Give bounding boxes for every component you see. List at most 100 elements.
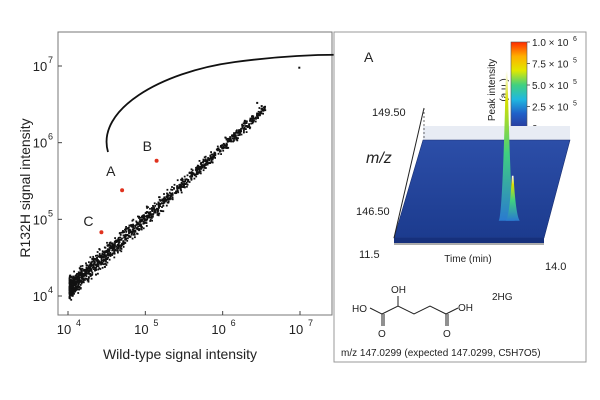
scatter-point: [141, 215, 143, 218]
scatter-point: [95, 266, 97, 269]
scatter-point: [82, 275, 85, 278]
scatter-point: [170, 193, 173, 196]
scatter-point: [190, 171, 193, 174]
scatter-point: [163, 196, 166, 199]
scatter-point: [186, 185, 188, 188]
scatter-point: [102, 256, 105, 259]
scatter-point: [156, 209, 159, 212]
scatter-point: [71, 288, 74, 291]
scatter-point: [101, 255, 104, 258]
scatter-point: [117, 238, 120, 241]
scatter-point: [87, 277, 90, 279]
scatter-point: [166, 188, 169, 191]
scatter-point: [256, 114, 258, 117]
scatter-point: [109, 255, 112, 257]
scatter-point: [99, 268, 102, 270]
scatter-point: [198, 169, 201, 172]
scatter-point: [209, 154, 212, 157]
scatter-point: [75, 288, 78, 291]
scatter-point: [298, 66, 301, 69]
scatter-point: [203, 167, 206, 169]
scatter-point: [204, 160, 207, 163]
scatter-point: [92, 257, 95, 260]
scatter-point: [77, 271, 80, 274]
scatter-point: [226, 147, 229, 149]
scatter-point: [163, 197, 166, 200]
mz-axis-line: [393, 107, 425, 239]
scatter-point: [119, 239, 121, 241]
x-tick-exponent: 7: [308, 318, 313, 328]
scatter-point: [96, 263, 99, 265]
scatter-point: [112, 247, 114, 250]
scatter-point: [73, 292, 75, 295]
scatter-point: [149, 207, 151, 210]
scatter-point: [195, 170, 198, 173]
scatter-point: [91, 258, 94, 260]
scatter-point: [218, 148, 221, 151]
scatter-point: [176, 189, 179, 192]
scatter-point: [167, 194, 170, 197]
scatter-point: [252, 115, 255, 118]
scatter-point: [120, 231, 123, 234]
scatter-point: [104, 250, 106, 253]
scatter-point: [76, 279, 79, 282]
time-axis-label: Time (min): [444, 254, 491, 265]
scatter-point: [98, 260, 100, 263]
scatter-point: [132, 224, 135, 227]
scatter-point: [233, 134, 235, 137]
scatter-point: [144, 215, 147, 218]
scatter-point: [109, 247, 112, 249]
scatter-point: [254, 120, 257, 123]
scatter-point: [151, 217, 153, 219]
scatter-point: [113, 240, 116, 243]
scatter-point: [153, 208, 156, 211]
scatter-point: [85, 266, 88, 269]
scatter-point: [216, 149, 219, 152]
scatter-point: [171, 198, 174, 200]
scatter-point: [194, 173, 197, 176]
scatter-point: [259, 114, 261, 117]
scatter-point: [210, 161, 213, 163]
scatter-point: [79, 272, 82, 274]
scatter-point: [101, 250, 104, 253]
scatter-point: [252, 118, 255, 120]
scatter-point: [111, 243, 114, 246]
scatter-point: [205, 162, 208, 165]
scatter-point: [247, 126, 250, 128]
y-tick-label: 10: [33, 212, 47, 227]
scatter-point: [118, 240, 120, 242]
scatter-point: [109, 252, 112, 254]
scatter-point: [143, 214, 145, 216]
scatter-point: [118, 232, 121, 235]
scatter-point: [244, 122, 246, 125]
y-tick-exponent: 5: [48, 208, 53, 218]
scatter-point: [120, 243, 123, 246]
scatter-point: [169, 195, 172, 198]
scatter-point: [72, 279, 75, 282]
scatter-point: [180, 186, 182, 188]
scatter-point: [190, 178, 193, 181]
scatter-point: [179, 187, 182, 190]
x-axis-ticks: 10 4 10 5 10 6 10 7: [57, 311, 313, 337]
scatter-point: [81, 277, 84, 280]
scatter-point: [74, 284, 77, 287]
scatter-point: [117, 236, 120, 239]
scatter-point: [79, 268, 82, 270]
scatter-point: [158, 205, 160, 208]
scatter-point: [199, 166, 202, 169]
scatter-point: [235, 138, 238, 141]
scatter-point: [104, 263, 107, 265]
scatter-point: [88, 261, 90, 264]
scatter-point: [69, 284, 72, 287]
scatter-point: [106, 258, 108, 260]
scatter-point: [100, 260, 103, 263]
scatter-point: [229, 139, 232, 141]
colorbar-label-line2: (a.u.): [499, 78, 510, 101]
scatter-point: [132, 233, 135, 236]
scatter-point: [158, 204, 161, 206]
scatter-point: [92, 268, 95, 270]
scatter-point: [196, 168, 198, 171]
scatter-point: [105, 260, 107, 263]
